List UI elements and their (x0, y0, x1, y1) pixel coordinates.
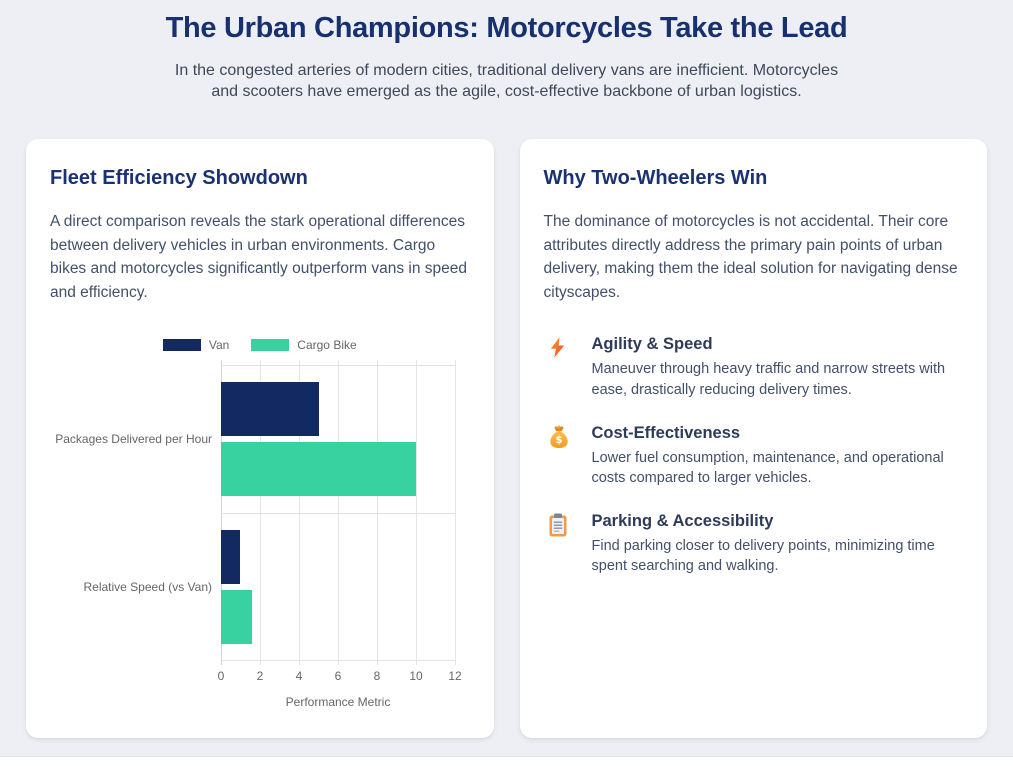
chart-plot-grid (221, 360, 456, 666)
chart-rows[interactable]: Packages Delivered per Hour Relative Spee… (50, 360, 456, 666)
x-tick-label: 4 (295, 669, 303, 684)
chart-bar-group (221, 365, 455, 513)
x-tick-label: 8 (373, 669, 381, 684)
why-card-description: The dominance of motorcycles is not acci… (543, 213, 958, 301)
fleet-efficiency-card: Fleet Efficiency Showdown A direct compa… (26, 139, 494, 739)
legend-label: Van (208, 338, 230, 353)
gridline (376, 360, 378, 666)
gridline (338, 360, 339, 666)
x-tick-label: 12 (448, 669, 462, 684)
chart-category-label: Packages Delivered per Hour (55, 432, 212, 447)
x-tick-label: 0 (217, 669, 225, 684)
chart-bar-group (221, 513, 455, 661)
chart-x-axis: 0 2 4 6 8 10 12 (217, 669, 462, 685)
features-list: Agility & Speed Maneuver through heavy t… (544, 335, 964, 576)
clipboard-icon (544, 512, 592, 577)
x-tick-label: 2 (256, 669, 264, 684)
feature-text: Parking & Accessibility Find parking clo… (592, 512, 964, 577)
feature-description: Maneuver through heavy traffic and narro… (591, 361, 946, 398)
legend-swatch (251, 339, 290, 352)
bar-van[interactable] (221, 530, 241, 585)
bar-chart: Van Cargo Bike Packages Delivered per Hou… (50, 338, 470, 709)
legend-item[interactable]: Cargo Bike (251, 338, 357, 353)
feature-title: Parking & Accessibility (591, 511, 774, 530)
legend-label: Cargo Bike (297, 338, 357, 353)
legend-swatch (162, 339, 201, 352)
chart-x-axis-label: Performance Metric (285, 695, 391, 710)
gridline (455, 360, 456, 666)
row-separator (221, 513, 455, 515)
why-card-title: Why Two-Wheelers Win (543, 167, 768, 190)
feature-text: Agility & Speed Maneuver through heavy t… (592, 335, 964, 400)
gridline (298, 360, 300, 666)
svg-text:$: $ (555, 435, 562, 446)
chart-category-label: Relative Speed (vs Van) (83, 580, 212, 595)
feature-title: Agility & Speed (591, 335, 713, 354)
feature-description: Find parking closer to delivery points, … (591, 537, 935, 575)
x-tick-label: 10 (409, 669, 423, 684)
feature-description: Lower fuel consumption, maintenance, and… (591, 449, 944, 487)
bar-van[interactable] (221, 382, 319, 437)
feature-text: Cost-Effectiveness Lower fuel consumptio… (592, 424, 964, 489)
fleet-card-description: A direct comparison reveals the stark op… (50, 213, 467, 301)
feature-parking: Parking & Accessibility Find parking clo… (544, 512, 964, 577)
bar-cargo-bike[interactable] (221, 442, 416, 497)
chart-legend: Van Cargo Bike (50, 338, 470, 352)
lightning-icon (544, 335, 592, 400)
gridline (416, 360, 417, 666)
fleet-card-title: Fleet Efficiency Showdown (50, 167, 308, 190)
feature-agility: Agility & Speed Maneuver through heavy t… (544, 335, 964, 400)
gridline (221, 360, 222, 666)
why-two-wheelers-card: Why Two-Wheelers Win The dominance of mo… (519, 139, 987, 739)
chart-row: Relative Speed (vs Van) (50, 513, 455, 661)
feature-title: Cost-Effectiveness (591, 423, 741, 442)
x-tick-label: 6 (334, 669, 342, 684)
money-bag-icon: $ (544, 424, 592, 489)
page-title: The Urban Champions: Motorcycles Take th… (165, 12, 848, 44)
feature-cost: $ Cost-Effectiveness Lower fuel consumpt… (544, 424, 964, 489)
page-subtitle: In the congested arteries of modern citi… (174, 62, 839, 101)
cards-container: Fleet Efficiency Showdown A direct compa… (0, 139, 1013, 739)
chart-row: Packages Delivered per Hour (50, 365, 455, 513)
gridline (259, 360, 261, 666)
legend-item[interactable]: Van (162, 338, 230, 353)
bar-cargo-bike[interactable] (221, 590, 253, 645)
